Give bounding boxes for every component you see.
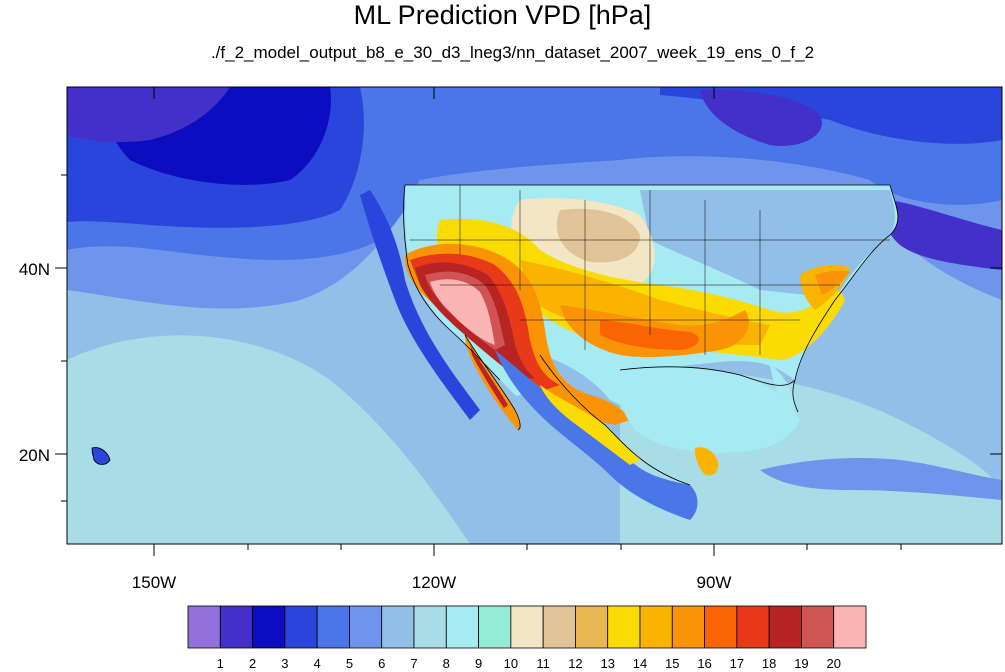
colorbar-label: 16 [697, 656, 711, 671]
colorbar-label: 5 [346, 656, 353, 671]
colorbar-swatch [445, 605, 479, 649]
lat-label-20n: 20N [19, 446, 50, 465]
colorbar-label: 6 [378, 656, 385, 671]
colorbar-label: 4 [314, 656, 321, 671]
hawaii [91, 447, 110, 465]
colorbar-swatch [575, 605, 609, 649]
florida [770, 365, 795, 415]
colorbar-swatch [349, 605, 383, 649]
ocean-gulf-alaska [67, 87, 230, 143]
colorbar-swatch [478, 605, 512, 649]
atlantic-purple [884, 200, 1002, 270]
southwest-pink [430, 279, 495, 345]
map-subtitle: ./f_2_model_output_b8_e_30_d3_lneg3/nn_d… [210, 43, 815, 62]
colorbar-label: 14 [633, 656, 647, 671]
colorbar-swatch [607, 605, 641, 649]
colorbar-label: 18 [762, 656, 776, 671]
deep-orange-core [600, 320, 699, 350]
plains-tan [556, 208, 640, 263]
colorbar-label: 2 [249, 656, 256, 671]
colorbar-swatch [316, 605, 350, 649]
colorbar-label: 9 [475, 656, 482, 671]
colorbar-swatch [284, 605, 318, 649]
colorbar-swatch [252, 605, 286, 649]
state-borders [410, 185, 890, 355]
lon-label-90w: 90W [697, 573, 732, 592]
colorbar-label: 17 [730, 656, 744, 671]
colorbar-label: 13 [600, 656, 614, 671]
colorbar-swatch [736, 605, 770, 649]
caribbean-blue [760, 458, 1002, 500]
colorbar-label: 1 [217, 656, 224, 671]
colorbar-label: 10 [504, 656, 518, 671]
colorbar-label: 8 [443, 656, 450, 671]
pale-ocean-west [67, 335, 470, 544]
colorbar-label: 15 [665, 656, 679, 671]
colorbar: 1 2 3 4 5 6 7 8 9 10 11 12 13 14 15 16 17 18 19 20 [187, 605, 867, 671]
vpd-field [67, 87, 1002, 544]
east-coast-orange [815, 270, 850, 295]
yucatan-warm [694, 447, 719, 476]
colorbar-label: 3 [281, 656, 288, 671]
lon-label-150w: 150W [132, 573, 176, 592]
gulf-of-mexico [618, 366, 800, 453]
colorbar-swatch [639, 605, 673, 649]
colorbar-label: 20 [826, 656, 840, 671]
hudson-bay [700, 89, 822, 146]
lon-label-120w: 120W [412, 573, 456, 592]
coastlines [91, 184, 899, 486]
colorbar-label: 12 [568, 656, 582, 671]
colorbar-label: 11 [536, 656, 550, 671]
colorbar-swatch [542, 605, 576, 649]
colorbar-label: 19 [794, 656, 808, 671]
colorbar-swatch [510, 605, 544, 649]
colorbar-swatch [381, 605, 415, 649]
map-frame [66, 86, 1003, 545]
colorbar-swatch [768, 605, 802, 649]
colorbar-swatch [187, 605, 221, 649]
colorbar-swatch [801, 605, 835, 649]
colorbar-swatch [671, 605, 705, 649]
colorbar-swatch [413, 605, 447, 649]
baja-core [470, 345, 508, 408]
colorbar-swatch [833, 605, 867, 649]
map-title: ML Prediction VPD [hPa] [353, 0, 652, 30]
map-ticks [55, 87, 1002, 556]
colorbar-swatch [219, 605, 253, 649]
lat-label-40n: 40N [19, 260, 50, 279]
colorbar-label: 7 [410, 656, 417, 671]
coastal-strip [360, 190, 480, 420]
mexico-warm [540, 385, 640, 465]
colorbar-swatch [704, 605, 738, 649]
